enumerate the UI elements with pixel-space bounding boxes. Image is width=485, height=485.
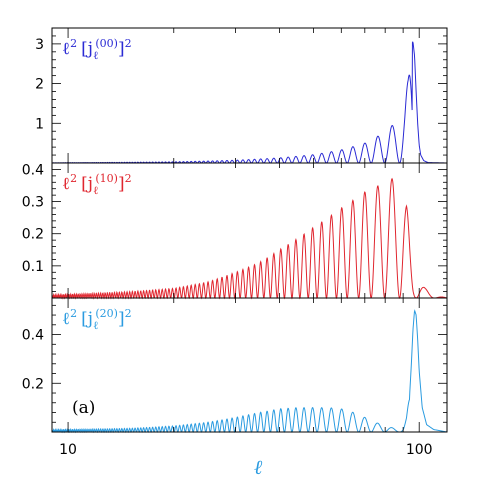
label-j: [j [81, 174, 93, 194]
curve-bottom [51, 309, 448, 434]
label-sup1: 2 [70, 307, 77, 320]
x-axis-label: ℓ [254, 455, 263, 479]
label-close: ] [118, 174, 125, 194]
label-sup2: 2 [125, 37, 132, 50]
y-tick-label: 0.1 [22, 259, 44, 275]
y-tick-label: 1 [35, 116, 44, 132]
y-tick-label: 0.4 [22, 328, 44, 344]
panel-top-ticks: 1 2 3 [35, 27, 447, 164]
y-tick-label: 0.2 [22, 376, 44, 392]
label-ell: ℓ [62, 309, 70, 329]
panel-bottom-frame [51, 297, 448, 433]
y-tick-label: 0.3 [22, 195, 44, 211]
y-tick-label: 0.4 [22, 162, 44, 178]
panel-middle-ticks: 0.1 0.2 0.3 0.4 [22, 162, 447, 299]
curve-top [51, 41, 448, 164]
label-sup2: 2 [125, 307, 132, 320]
label-close: ] [118, 39, 125, 59]
label-sup1: 2 [70, 172, 77, 185]
label-close: ] [118, 309, 125, 329]
label-sup1: 2 [70, 37, 77, 50]
panel-top-label: ℓ2 [jℓ(00)]2 [62, 37, 132, 62]
label-j: [j [81, 39, 93, 59]
label-sub: ℓ [93, 319, 98, 332]
curve-middle [51, 177, 448, 300]
x-tick-labels: 10 100 [59, 442, 432, 458]
panel-middle: 0.10.20.30.4 ℓ2 [jℓ(10)]2 [22, 162, 448, 300]
panel-tag: (a) [72, 398, 95, 418]
x-tick-label: 100 [406, 442, 433, 458]
x-tick-label: 10 [59, 442, 77, 458]
panel-bottom-label: ℓ2 [jℓ(20)]2 [62, 307, 132, 332]
y-tick-label: 2 [35, 77, 44, 93]
label-idx: (20) [95, 307, 118, 320]
label-idx: (00) [95, 37, 118, 50]
y-tick-label: 3 [35, 37, 44, 53]
label-ell: ℓ [62, 174, 70, 194]
label-sup2: 2 [125, 172, 132, 185]
label-ell: ℓ [62, 39, 70, 59]
panel-bottom-ticks: 0.2 0.4 [22, 298, 447, 433]
panel-middle-label: ℓ2 [jℓ(10)]2 [62, 172, 132, 197]
label-sub: ℓ [93, 184, 98, 197]
panel-top: 123 ℓ2 [jℓ(00)]2 [35, 27, 448, 164]
label-j: [j [81, 309, 93, 329]
panel-bottom: 0.20.4 ℓ2 [jℓ(20)]2 (a) [22, 297, 448, 434]
label-idx: (10) [95, 172, 118, 185]
y-tick-label: 0.2 [22, 227, 44, 243]
label-sub: ℓ [93, 49, 98, 62]
